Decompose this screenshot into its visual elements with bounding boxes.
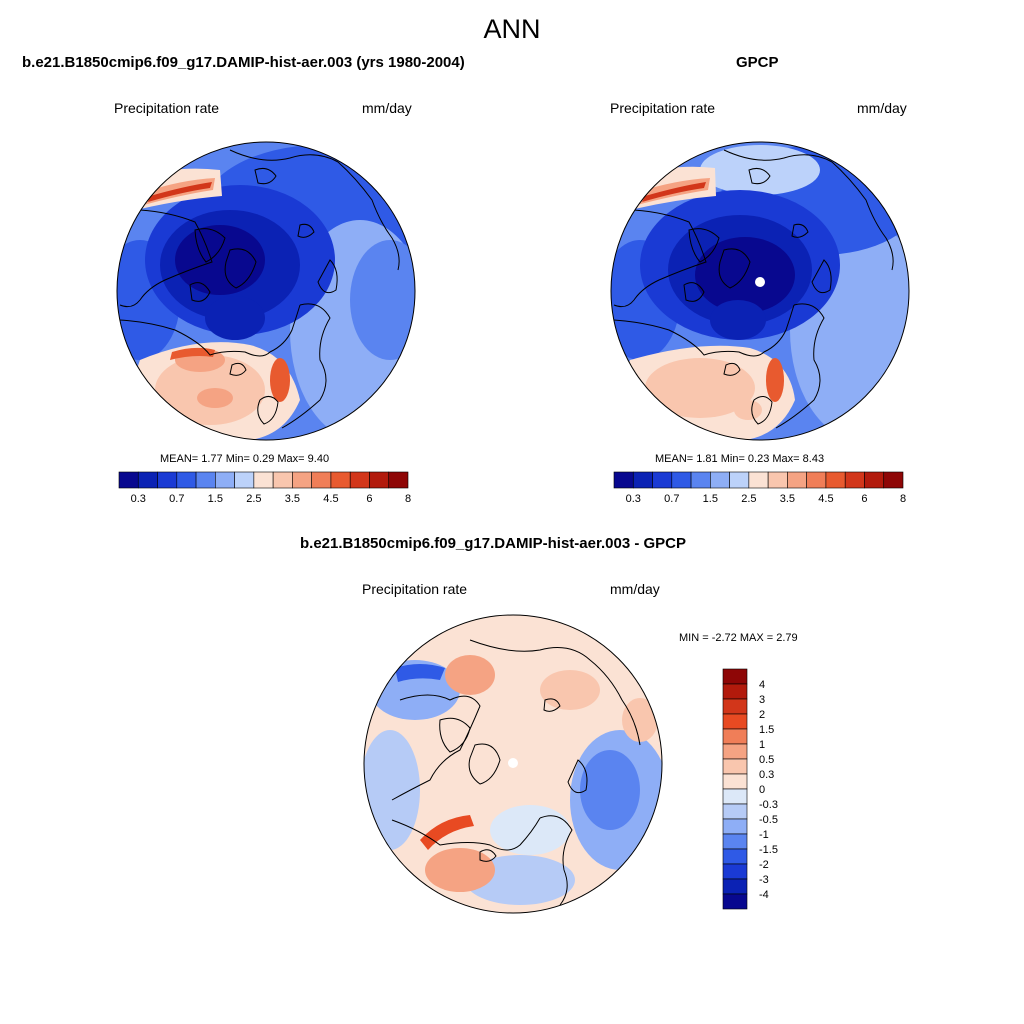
colorbar-box xyxy=(292,471,312,489)
colorbar-label: -1.5 xyxy=(759,844,778,856)
colorbar-label: 3 xyxy=(759,694,765,706)
colorbar-box xyxy=(722,803,748,820)
colorbar-label: -2 xyxy=(759,859,769,871)
colorbar-label: 8 xyxy=(900,493,906,505)
colorbar-box xyxy=(864,471,885,489)
colorbar-box xyxy=(767,471,788,489)
panel-obs-units-label: mm/day xyxy=(857,100,907,116)
colorbar-box xyxy=(690,471,711,489)
colorbar-label: 6 xyxy=(861,493,867,505)
colorbar-label: -0.5 xyxy=(759,814,778,826)
colorbar-label: 0.3 xyxy=(759,769,774,781)
colorbar-box xyxy=(722,698,748,715)
panel-diff-variable-label: Precipitation rate xyxy=(362,581,468,597)
colorbar-box xyxy=(234,471,255,489)
panel-obs-title: GPCP xyxy=(736,54,779,71)
panel-model-units-label: mm/day xyxy=(362,100,412,116)
colorbar-box xyxy=(883,471,904,489)
panel-diff-stats: MIN = -2.72 MAX = 2.79 xyxy=(679,632,798,644)
colorbar-label: 0.5 xyxy=(759,754,774,766)
panel-model-title: b.e21.B1850cmip6.f09_g17.DAMIP-hist-aer.… xyxy=(22,54,465,71)
colorbar-box xyxy=(710,471,730,489)
colorbar-box xyxy=(215,471,235,489)
colorbar-box xyxy=(722,713,748,730)
panel-diff-units-label: mm/day xyxy=(610,581,660,597)
colorbar-box xyxy=(722,743,748,760)
panel-diff-title: b.e21.B1850cmip6.f09_g17.DAMIP-hist-aer.… xyxy=(300,535,687,552)
colorbar-label: 1.5 xyxy=(208,493,223,505)
colorbar-box xyxy=(176,471,197,489)
colorbar-label: 1.5 xyxy=(759,724,774,736)
colorbar-label: 8 xyxy=(405,493,411,505)
colorbar-box xyxy=(652,471,673,489)
panel-obs-variable-label: Precipitation rate xyxy=(610,100,716,116)
colorbar-box xyxy=(722,728,748,745)
colorbar-label: 0.7 xyxy=(169,493,184,505)
colorbar-box xyxy=(729,471,750,489)
colorbar-box xyxy=(844,471,865,489)
colorbar-box xyxy=(748,471,769,489)
colorbar-box xyxy=(330,471,351,489)
panel-diff-colorbar: 4 3 2 1.5 1 0.5 0.3 0 -0.3 -0.5 -1 -1.5 -2 -3 -4 xyxy=(722,668,778,910)
colorbar-box xyxy=(825,471,846,489)
colorbar-label: 0.3 xyxy=(131,493,146,505)
colorbar-box xyxy=(722,878,748,895)
colorbar-box xyxy=(613,471,634,489)
colorbar-box xyxy=(388,471,409,489)
panel-model-stats: MEAN= 1.77 Min= 0.29 Max= 9.40 xyxy=(160,453,330,465)
colorbar-label: -3 xyxy=(759,874,769,886)
colorbar-box xyxy=(722,848,748,865)
colorbar-label: -0.3 xyxy=(759,799,778,811)
colorbar-label: 2 xyxy=(759,709,765,721)
colorbar-box xyxy=(806,471,827,489)
colorbar-box xyxy=(787,471,807,489)
colorbar-label: 0.3 xyxy=(626,493,641,505)
colorbar-box xyxy=(253,471,274,489)
colorbar-box xyxy=(722,788,748,805)
colorbar-box xyxy=(722,833,748,850)
colorbar-box xyxy=(722,863,748,880)
colorbar-box xyxy=(722,683,748,700)
colorbar-box xyxy=(157,471,178,489)
colorbar-box xyxy=(722,668,748,685)
colorbar-box xyxy=(722,893,748,910)
colorbar-label: 0.7 xyxy=(664,493,679,505)
panel-model-variable-label: Precipitation rate xyxy=(114,100,220,116)
colorbar-label: -4 xyxy=(759,889,769,901)
panel-diff-map xyxy=(363,614,663,914)
colorbar-box xyxy=(369,471,390,489)
colorbar-label: 2.5 xyxy=(741,493,756,505)
panel-obs-map xyxy=(610,141,910,441)
colorbar-box xyxy=(722,758,748,775)
colorbar-label: 0 xyxy=(759,784,765,796)
colorbar-label: 1.5 xyxy=(703,493,718,505)
colorbar-label: 3.5 xyxy=(780,493,795,505)
colorbar-label: 4 xyxy=(759,679,765,691)
colorbar-box xyxy=(118,471,139,489)
colorbar-label: 2.5 xyxy=(246,493,261,505)
colorbar-label: 6 xyxy=(366,493,372,505)
colorbar-label: 4.5 xyxy=(323,493,338,505)
colorbar-box xyxy=(272,471,293,489)
figure-title: ANN xyxy=(483,14,541,44)
colorbar-box xyxy=(632,471,653,489)
panel-model-colorbar: 0.3 0.7 1.5 2.5 3.5 4.5 6 8 xyxy=(118,471,411,505)
colorbar-label: 3.5 xyxy=(285,493,300,505)
panel-obs-colorbar: 0.3 0.7 1.5 2.5 3.5 4.5 6 8 xyxy=(613,471,906,505)
colorbar-box xyxy=(722,773,748,790)
colorbar-box xyxy=(671,471,692,489)
panel-obs-stats: MEAN= 1.81 Min= 0.23 Max= 8.43 xyxy=(655,453,825,465)
colorbar-label: 4.5 xyxy=(818,493,833,505)
colorbar-box xyxy=(195,471,216,489)
colorbar-label: 1 xyxy=(759,739,765,751)
colorbar-box xyxy=(137,471,158,489)
panel-model-map xyxy=(116,141,416,441)
colorbar-label: -1 xyxy=(759,829,769,841)
colorbar-box xyxy=(722,818,748,835)
colorbar-box xyxy=(311,471,332,489)
colorbar-box xyxy=(349,471,370,489)
